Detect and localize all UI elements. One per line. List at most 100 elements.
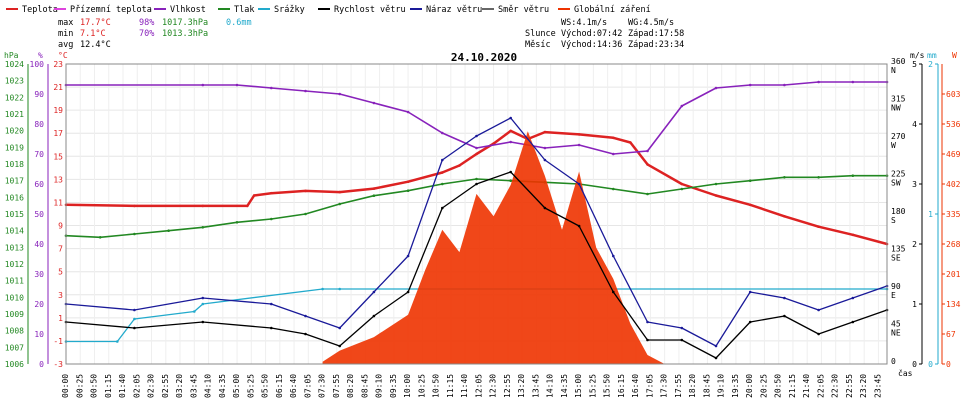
astro-block: WS:4.1m/s WG:4.5m/s Slunce Východ:07:42 …	[525, 18, 684, 50]
wind-tick-label: 4	[912, 120, 917, 129]
axis-tick-label: 1020	[5, 127, 24, 136]
x-tick-label: 07:05	[303, 374, 312, 398]
axis-tick-label: 1009	[5, 310, 24, 319]
x-tick-label: 23:45	[873, 374, 882, 398]
x-tick-label: 18:45	[702, 374, 711, 398]
axis-tick-label: 0	[39, 360, 44, 369]
series-point	[372, 194, 376, 197]
series-point	[680, 182, 684, 186]
axis-tick-label: 1019	[5, 143, 24, 152]
x-tick-label: 07:55	[332, 374, 341, 398]
wind-tick-label: 5	[912, 60, 917, 69]
series-point	[270, 302, 273, 306]
unit-wm2: W	[952, 51, 957, 60]
series-point	[612, 290, 615, 294]
axis-tick-label: 1017	[5, 177, 24, 186]
legend-item: Teplota	[22, 5, 58, 15]
wind-dir-tick: 180	[891, 207, 906, 216]
axis-tick-label: 1011	[5, 277, 24, 286]
x-tick-label: 10:00	[403, 374, 412, 398]
series-point	[406, 180, 410, 183]
series-point	[133, 317, 136, 321]
series-point	[543, 146, 547, 150]
wind-dir-tick: 135	[891, 245, 906, 254]
x-tick-label: 12:30	[489, 374, 498, 398]
wind-dir-tick: 360	[891, 57, 906, 66]
series-point	[509, 129, 512, 133]
legend-item: Rychlost větru	[334, 5, 406, 15]
radiation-tick-label: 603	[946, 90, 961, 99]
series-point	[441, 206, 444, 210]
x-tick-label: 21:40	[802, 374, 811, 398]
series-point	[783, 215, 786, 218]
series-point	[193, 310, 196, 313]
series-point	[748, 320, 752, 324]
radiation-tick-label: 134	[946, 300, 961, 309]
sun-rise: Východ:07:42	[561, 29, 622, 39]
axis-tick-label: 1013	[5, 243, 24, 252]
wind-dir-tick: 90	[891, 282, 901, 291]
series-point	[680, 187, 684, 191]
axis-tick-label: 1010	[5, 293, 24, 302]
series-point	[646, 149, 649, 153]
legend-item: Přízemní teplota	[70, 5, 152, 15]
x-tick-label: 05:00	[232, 374, 241, 398]
series-point	[783, 296, 786, 300]
series-line-vlhkost	[66, 81, 887, 155]
series-point	[270, 217, 273, 221]
sun-set: Západ:17:58	[628, 29, 684, 39]
series-point	[509, 116, 512, 120]
x-tick-label: 20:25	[759, 374, 768, 398]
x-tick-label: 15:00	[574, 374, 583, 398]
wind-dir-compass: SW	[891, 179, 901, 188]
series-point	[629, 141, 632, 144]
x-tick-label: 15:25	[588, 374, 597, 398]
series-point	[612, 187, 615, 191]
x-tick-label: 17:05	[645, 374, 654, 398]
series-point	[543, 130, 547, 134]
series-line-sr-ky	[66, 288, 887, 343]
axis-tick-label: 1014	[5, 227, 24, 236]
x-tick-label: 09:35	[389, 374, 398, 398]
legend-item: Směr větru	[498, 5, 549, 15]
axis-tick-label: 3	[58, 291, 63, 300]
x-tick-label: 00:25	[75, 374, 84, 398]
x-tick-label: 10:25	[417, 374, 426, 398]
wind-gust-avg: WG:4.5m/s	[628, 18, 674, 28]
x-tick-label: 11:40	[460, 374, 469, 398]
wind-dir-tick: 225	[891, 170, 906, 179]
stats-avg-temp: 12.4°C	[80, 40, 111, 50]
series-point	[646, 320, 649, 324]
series-point	[646, 163, 649, 166]
series-point	[372, 290, 376, 294]
x-tick-label: 20:00	[745, 374, 754, 398]
axis-tick-label: 10	[34, 330, 44, 339]
series-point	[475, 177, 478, 181]
axis-tick-label: 1	[58, 314, 63, 323]
left-axes: 1006100710081009101010111012101310141015…	[5, 60, 63, 369]
series-point	[612, 136, 615, 140]
moon-rise: Východ:14:36	[561, 40, 622, 50]
x-tick-label: 11:15	[446, 374, 455, 398]
stats-block: max 17.7°C 98% 1017.3hPa 0.6mm min 7.1°C…	[58, 18, 252, 50]
axis-tick-label: 1015	[5, 210, 24, 219]
legend-item: Srážky	[274, 5, 305, 15]
wind-tick-label: 1	[912, 300, 917, 309]
series-point	[475, 146, 478, 150]
x-tick-label: 04:10	[204, 374, 213, 398]
rain-tick-label: 2	[928, 60, 933, 69]
series-point	[406, 254, 410, 258]
series-point	[338, 190, 342, 194]
x-tick-label: 06:15	[275, 374, 284, 398]
axis-tick-label: 21	[53, 83, 63, 92]
x-tick-label: 18:20	[688, 374, 697, 398]
plot-frame	[65, 63, 888, 365]
series-point	[304, 314, 307, 318]
series-point	[270, 191, 273, 195]
x-tick-label: 12:05	[474, 374, 483, 398]
series-point	[321, 287, 324, 291]
series-point	[577, 143, 581, 147]
x-tick-label: 03:45	[189, 374, 198, 398]
sun-label: Slunce	[525, 29, 556, 39]
wind-dir-compass: N	[891, 66, 896, 75]
